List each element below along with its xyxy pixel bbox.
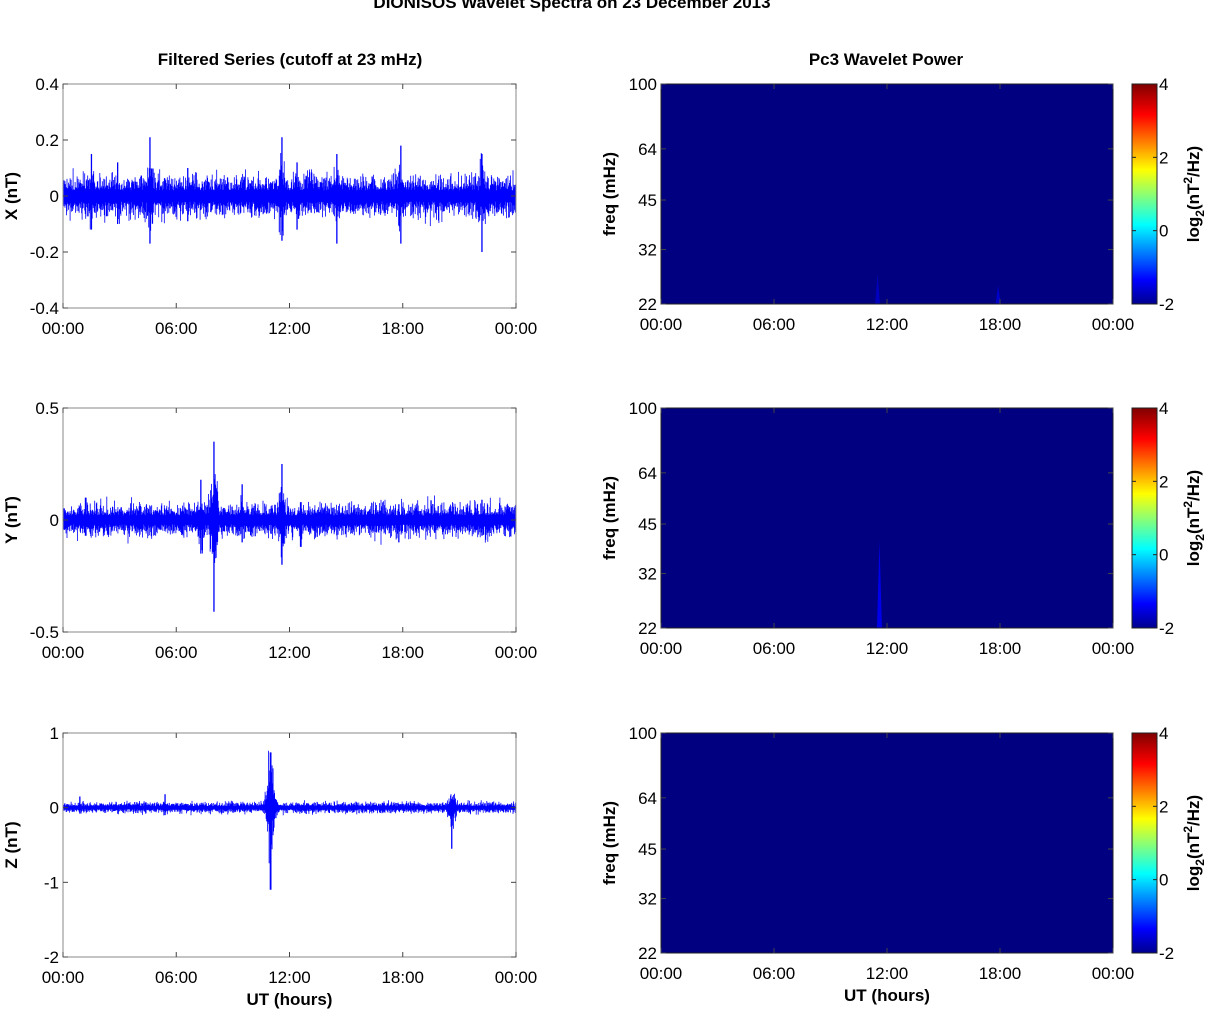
x-tick-label: 00:00	[495, 319, 538, 338]
x-tick-label: 18:00	[979, 639, 1022, 658]
y-tick-label: 100	[629, 724, 657, 743]
y-axis-label: X (nT)	[2, 172, 21, 220]
x-tick-label: 00:00	[42, 319, 85, 338]
x-tick-label: 00:00	[42, 968, 85, 987]
y-axis-label: freq (mHz)	[600, 152, 619, 236]
y-tick-label: 22	[638, 295, 657, 314]
heatmap-background	[661, 733, 1113, 953]
x-tick-label: 18:00	[979, 964, 1022, 983]
x-tick-label: 00:00	[640, 964, 683, 983]
x-tick-label: 18:00	[381, 643, 424, 662]
x-tick-label: 06:00	[155, 968, 198, 987]
colorbar-tick-label: -2	[1159, 295, 1174, 314]
plot-area	[63, 733, 516, 957]
colorbar-tick-label: 0	[1159, 871, 1168, 890]
y-tick-label: -0.5	[30, 623, 59, 642]
y-tick-label: 0.5	[35, 399, 59, 418]
y-tick-label: -0.2	[30, 243, 59, 262]
y-tick-label: -0.4	[30, 299, 59, 318]
colorbar-tick-label: 4	[1159, 75, 1168, 94]
y-tick-label: -2	[44, 948, 59, 967]
x-tick-label: 06:00	[155, 643, 198, 662]
y-tick-label: 0.2	[35, 131, 59, 150]
x-tick-label: 00:00	[42, 643, 85, 662]
x-tick-label: 12:00	[866, 315, 909, 334]
x-tick-label: 12:00	[268, 968, 311, 987]
plots-group: 00:00 06:00 12:00 18:00 00:00 0.4 0.2 0 -0.2 -0.4…	[2, 75, 1207, 1009]
y-axis-label: freq (mHz)	[600, 801, 619, 885]
colorbar	[1131, 732, 1158, 954]
colorbar-tick-label: 2	[1159, 148, 1168, 167]
heatmap-background	[661, 408, 1113, 628]
colorbar-label: log2(nT2/Hz)	[1181, 146, 1207, 242]
colorbar	[1131, 407, 1158, 629]
x-tick-label: 00:00	[640, 315, 683, 334]
left-column-title: Filtered Series (cutoff at 23 mHz)	[158, 50, 423, 69]
x-tick-label: 18:00	[979, 315, 1022, 334]
colorbar-tick-label: 2	[1159, 797, 1168, 816]
colorbar-tick-label: -2	[1159, 619, 1174, 638]
x-tick-label: 06:00	[753, 639, 796, 658]
y-tick-label: 64	[638, 789, 657, 808]
heatmap-feature	[995, 285, 1001, 304]
colorbar-label: log2(nT2/Hz)	[1181, 470, 1207, 566]
x-tick-label: 06:00	[155, 319, 198, 338]
y-axis-label: Y (nT)	[2, 496, 21, 544]
y-tick-label: 45	[638, 191, 657, 210]
colorbar-tick-label: 0	[1159, 546, 1168, 565]
y-tick-label: 64	[638, 464, 657, 483]
x-tick-label: 00:00	[1092, 315, 1135, 334]
colorbar-tick-label: -2	[1159, 944, 1174, 963]
x-tick-label: 12:00	[866, 964, 909, 983]
x-tick-label: 18:00	[381, 968, 424, 987]
y-axis-label: freq (mHz)	[600, 476, 619, 560]
y-tick-label: 0	[50, 187, 59, 206]
x-tick-label: 00:00	[1092, 639, 1135, 658]
x-tick-label: 12:00	[268, 643, 311, 662]
y-tick-label: 32	[638, 241, 657, 260]
x-tick-label: 06:00	[753, 315, 796, 334]
x-tick-label: 06:00	[753, 964, 796, 983]
x-axis-label: UT (hours)	[247, 990, 333, 1009]
y-tick-label: 100	[629, 399, 657, 418]
heatmap-feature	[875, 274, 881, 304]
y-tick-label: 100	[629, 75, 657, 94]
x-tick-label: 00:00	[495, 643, 538, 662]
heatmap-feature	[876, 541, 882, 628]
colorbar-tick-label: 4	[1159, 399, 1168, 418]
y-tick-label: -1	[44, 873, 59, 892]
y-tick-label: 0	[50, 511, 59, 530]
y-tick-label: 0.4	[35, 75, 59, 94]
y-tick-label: 64	[638, 140, 657, 159]
y-axis-label: Z (nT)	[2, 821, 21, 868]
y-tick-label: 22	[638, 619, 657, 638]
colorbar-label: log2(nT2/Hz)	[1181, 795, 1207, 891]
x-tick-label: 00:00	[495, 968, 538, 987]
y-tick-label: 1	[50, 724, 59, 743]
heatmap-background	[661, 84, 1113, 304]
colorbar-tick-label: 2	[1159, 472, 1168, 491]
x-tick-label: 18:00	[381, 319, 424, 338]
y-tick-label: 45	[638, 515, 657, 534]
colorbar-tick-label: 0	[1159, 222, 1168, 241]
x-tick-label: 00:00	[1092, 964, 1135, 983]
y-tick-label: 32	[638, 565, 657, 584]
x-tick-label: 00:00	[640, 639, 683, 658]
figure-title: DIONISOS Wavelet Spectra on 23 December …	[373, 0, 770, 12]
y-tick-label: 32	[638, 890, 657, 909]
y-tick-label: 45	[638, 840, 657, 859]
y-tick-label: 22	[638, 944, 657, 963]
y-tick-label: 0	[50, 799, 59, 818]
right-column-title: Pc3 Wavelet Power	[809, 50, 964, 69]
x-tick-label: 12:00	[268, 319, 311, 338]
x-tick-label: 12:00	[866, 639, 909, 658]
colorbar-tick-label: 4	[1159, 724, 1168, 743]
x-axis-label: UT (hours)	[844, 986, 930, 1005]
colorbar	[1131, 83, 1158, 305]
